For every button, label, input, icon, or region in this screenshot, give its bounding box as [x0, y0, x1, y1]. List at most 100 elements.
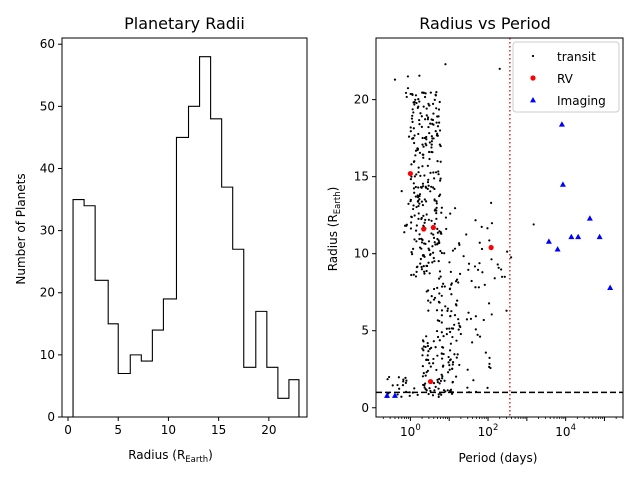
- transit-point: [427, 125, 430, 129]
- transit-point: [478, 335, 482, 338]
- transit-point: [418, 193, 422, 196]
- transit-point: [484, 351, 487, 354]
- transit-point: [430, 146, 433, 149]
- transit-point: [434, 346, 437, 349]
- transit-point: [416, 393, 419, 397]
- transit-point: [444, 390, 447, 393]
- transit-point: [427, 392, 430, 396]
- transit-point: [439, 379, 443, 383]
- transit-point: [417, 186, 420, 189]
- transit-point: [405, 223, 408, 226]
- transit-point: [429, 253, 432, 256]
- transit-point: [422, 91, 425, 94]
- transit-point: [421, 203, 425, 207]
- transit-point: [462, 255, 465, 258]
- transit-point: [432, 171, 435, 174]
- transit-point: [414, 98, 417, 101]
- transit-point: [412, 127, 415, 130]
- transit-point: [416, 194, 419, 197]
- transit-point: [432, 186, 435, 189]
- transit-point: [432, 256, 435, 260]
- transit-point: [436, 354, 439, 357]
- transit-point: [412, 111, 415, 114]
- transit-point: [424, 92, 427, 95]
- transit-point: [439, 249, 442, 253]
- transit-point: [418, 74, 421, 77]
- transit-point: [426, 369, 430, 372]
- transit-point: [420, 216, 423, 220]
- transit-point: [500, 275, 504, 278]
- legend-label-imaging: Imaging: [557, 94, 606, 108]
- transit-point: [415, 173, 418, 176]
- transit-point: [429, 365, 432, 368]
- transit-point: [419, 112, 422, 115]
- transit-point: [421, 136, 424, 140]
- histogram-bin: [118, 374, 130, 417]
- transit-point: [418, 237, 421, 241]
- transit-point: [432, 357, 435, 361]
- transit-point: [415, 270, 418, 273]
- transit-point: [454, 280, 458, 283]
- histogram-bin: [244, 367, 256, 417]
- transit-point: [438, 270, 442, 273]
- transit-point: [532, 223, 535, 226]
- transit-point: [451, 249, 455, 252]
- transit-point: [440, 314, 443, 317]
- transit-point: [471, 341, 474, 344]
- rv-point: [421, 226, 427, 232]
- transit-point: [425, 371, 428, 374]
- transit-point: [402, 378, 405, 381]
- transit-point: [445, 227, 448, 231]
- transit-point: [432, 112, 435, 115]
- transit-point: [455, 304, 458, 307]
- transit-point: [388, 375, 391, 379]
- transit-point: [432, 177, 436, 180]
- transit-point: [422, 105, 425, 108]
- transit-point: [428, 272, 431, 275]
- transit-point: [497, 266, 500, 269]
- histogram-panel: Planetary Radii 0 5 10 15 20 0 10 20 30 40 50 60 Ra…: [14, 14, 308, 465]
- transit-point: [425, 138, 428, 141]
- transit-point: [438, 377, 441, 381]
- transit-point: [425, 200, 428, 203]
- transit-point: [481, 271, 484, 274]
- series-rv: [407, 170, 494, 385]
- transit-point: [410, 117, 414, 120]
- histogram-bin: [222, 187, 233, 417]
- transit-point: [414, 229, 418, 232]
- transit-point: [412, 247, 415, 250]
- transit-point: [476, 333, 479, 336]
- scatter-title: Radius vs Period: [419, 14, 551, 33]
- transit-point: [435, 121, 438, 124]
- histogram-bin: [256, 311, 267, 417]
- transit-point: [424, 185, 427, 188]
- transit-point: [413, 141, 416, 145]
- transit-point: [436, 125, 440, 128]
- transit-point: [422, 156, 425, 159]
- transit-point: [427, 184, 430, 187]
- transit-point: [455, 278, 459, 281]
- transit-point: [449, 270, 452, 273]
- transit-point: [425, 290, 428, 293]
- transit-point: [435, 206, 438, 209]
- histogram-bin: [200, 57, 211, 417]
- transit-point: [430, 219, 433, 222]
- transit-point: [431, 137, 434, 140]
- transit-point: [451, 367, 454, 370]
- transit-point: [433, 98, 436, 101]
- transit-point: [437, 260, 440, 263]
- transit-point: [450, 310, 453, 313]
- transit-point: [440, 352, 443, 355]
- transit-point: [486, 386, 489, 389]
- transit-point: [435, 329, 439, 333]
- transit-point: [423, 386, 426, 389]
- transit-point: [432, 287, 436, 291]
- transit-point: [457, 242, 461, 245]
- transit-point: [437, 170, 440, 173]
- histogram-plot-area: 0 5 10 15 20 0 10 20 30 40 50 60: [40, 37, 308, 437]
- transit-point: [409, 227, 413, 230]
- transit-point: [404, 376, 407, 379]
- transit-point: [435, 200, 438, 203]
- transit-point: [454, 375, 458, 378]
- transit-point: [419, 174, 422, 177]
